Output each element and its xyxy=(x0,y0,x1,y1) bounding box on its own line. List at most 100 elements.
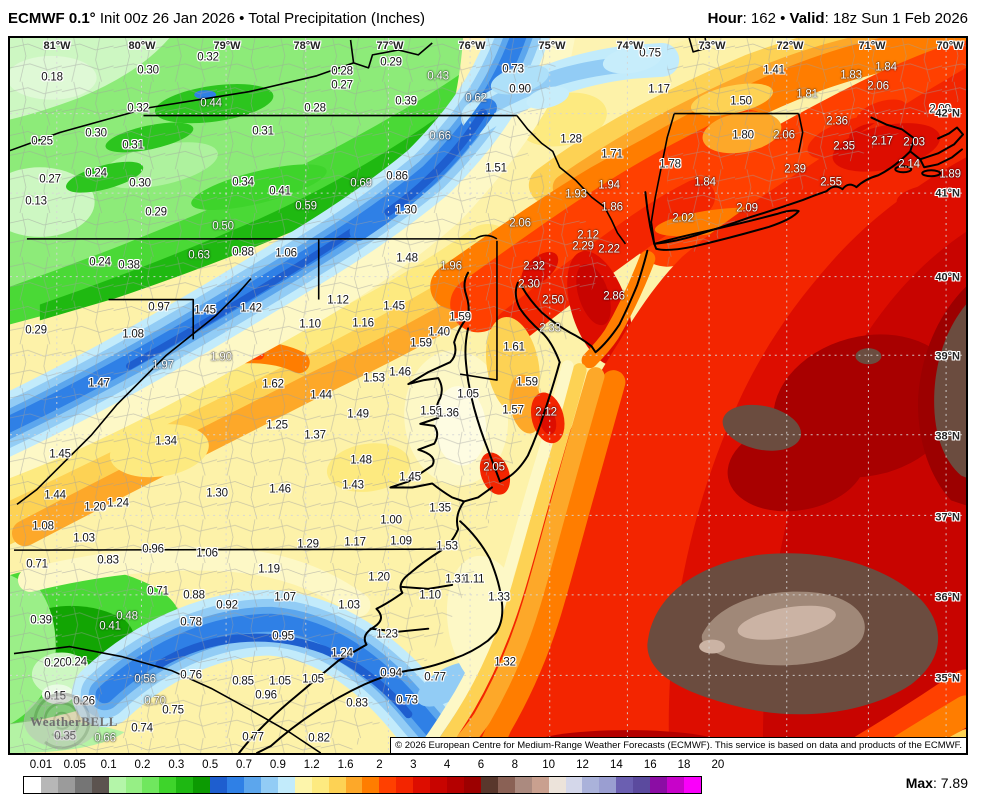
precip-value-label: 1.17 xyxy=(344,536,366,549)
precip-value-label: 0.78 xyxy=(180,616,202,629)
copyright-notice: © 2026 European Centre for Medium-Range … xyxy=(390,737,966,753)
precip-value-label: 0.35 xyxy=(54,730,76,743)
longitude-label: 72°W xyxy=(776,40,804,52)
precip-value-label: 0.96 xyxy=(142,543,164,556)
precip-value-label: 1.31 xyxy=(445,573,467,586)
precip-value-label: 1.53 xyxy=(436,540,458,553)
latitude-label: 39°N xyxy=(935,350,960,363)
legend-color-segment xyxy=(24,777,41,793)
legend-color-segment xyxy=(176,777,194,793)
precip-value-label: 0.15 xyxy=(44,690,66,703)
legend-color-segment xyxy=(91,777,109,793)
precip-value-label: 0.77 xyxy=(424,671,446,684)
precip-value-label: 1.30 xyxy=(206,487,228,500)
legend-color-segment xyxy=(243,777,261,793)
legend-color-segment xyxy=(667,777,684,793)
precip-value-label: 0.13 xyxy=(25,195,47,208)
precip-value-label: 1.40 xyxy=(428,326,450,339)
precip-value-label: 0.29 xyxy=(380,56,402,69)
precip-value-label: 1.08 xyxy=(32,520,54,533)
precip-value-label: 0.63 xyxy=(188,249,210,262)
valid-time: Hour: 162 • Valid: 18z Sun 1 Feb 2026 xyxy=(708,10,968,27)
legend-color-segment xyxy=(633,777,651,793)
precip-value-label: 1.05 xyxy=(269,675,291,688)
precip-value-label: 2.09 xyxy=(736,202,758,215)
precip-value-label: 1.25 xyxy=(266,419,288,432)
legend-color-segment xyxy=(463,777,481,793)
legend-color-segment xyxy=(548,777,566,793)
precip-value-label: 0.62 xyxy=(465,92,487,105)
precip-value-label: 0.73 xyxy=(502,63,524,76)
legend-color-segment xyxy=(108,777,126,793)
precip-value-label: 0.88 xyxy=(232,246,254,259)
precip-value-label: 2.17 xyxy=(871,135,893,148)
precip-value-label: 0.73 xyxy=(396,694,418,707)
precip-value-label: 1.32 xyxy=(494,656,516,669)
legend: 0.01 0.05 0.1 0.2 0.3 0.5 0.7 0.9 1.2 1.6 2 3 4 6 8 10 1… xyxy=(0,755,984,808)
legend-tick-label: 20 xyxy=(711,759,725,771)
precip-value-label: 1.36 xyxy=(437,407,459,420)
legend-color-segment xyxy=(328,777,346,793)
precip-value-label: 0.83 xyxy=(346,697,368,710)
legend-colorbar xyxy=(23,776,702,794)
state-borders xyxy=(10,38,804,753)
init-and-parameter: Init 00z 26 Jan 2026 • Total Precipitati… xyxy=(95,9,426,27)
precip-value-label: 0.29 xyxy=(145,206,167,219)
legend-color-segment xyxy=(447,777,464,793)
longitude-label: 78°W xyxy=(293,40,321,52)
precip-value-label: 0.27 xyxy=(331,79,353,92)
legend-color-segment xyxy=(193,777,211,793)
legend-tick-label: 0.3 xyxy=(168,759,185,771)
legend-tick-label: 16 xyxy=(643,759,657,771)
legend-color-segment xyxy=(210,777,228,793)
latitude-label: 36°N xyxy=(935,591,960,604)
header-bar: ECMWF 0.1° Init 00z 26 Jan 2026 • Total … xyxy=(8,0,968,36)
precip-value-label: 1.53 xyxy=(363,372,385,385)
precip-value-label: 0.86 xyxy=(386,170,408,183)
precip-value-label: 1.59 xyxy=(420,405,442,418)
precip-value-label: 0.39 xyxy=(395,95,417,108)
legend-tick-label: 0.9 xyxy=(269,759,286,771)
precip-value-label: 1.44 xyxy=(310,389,332,402)
precip-value-label: 1.11 xyxy=(463,573,485,586)
longitude-label: 71°W xyxy=(858,40,886,52)
legend-color-segment xyxy=(277,777,295,793)
precip-value-label: 2.36 xyxy=(826,115,848,128)
legend-color-segment xyxy=(650,777,668,793)
precip-value-label: 1.46 xyxy=(389,366,411,379)
precip-value-label: 1.03 xyxy=(73,532,95,545)
precip-value-label: 1.80 xyxy=(732,129,754,142)
latitude-label: 41°N xyxy=(935,187,960,200)
coastline xyxy=(238,116,965,753)
precip-value-label: 0.94 xyxy=(380,667,402,680)
precip-value-label: 0.71 xyxy=(26,558,48,571)
precip-value-label: 0.26 xyxy=(73,695,95,708)
precip-value-label: 2.02 xyxy=(672,212,694,225)
precip-value-label: 1.03 xyxy=(338,599,360,612)
legend-color-segment xyxy=(311,777,329,793)
legend-color-segment xyxy=(616,777,634,793)
precip-value-label: 0.38 xyxy=(118,259,140,272)
precip-value-label: 0.25 xyxy=(31,135,53,148)
county-lines xyxy=(10,38,966,753)
precip-value-label: 1.96 xyxy=(440,260,462,273)
precip-value-label: 1.45 xyxy=(383,300,405,313)
precip-value-label: 2.05 xyxy=(483,461,505,474)
precip-value-label: 0.95 xyxy=(272,630,294,643)
precip-value-label: 0.71 xyxy=(147,585,169,598)
map-title: ECMWF 0.1° Init 00z 26 Jan 2026 • Total … xyxy=(8,10,425,27)
precip-value-label: 0.43 xyxy=(427,70,449,83)
legend-color-segment xyxy=(40,777,58,793)
legend-color-segment xyxy=(57,777,75,793)
precip-value-label: 0.66 xyxy=(94,732,116,745)
precip-value-label: 0.76 xyxy=(180,669,202,682)
precip-value-label: 0.34 xyxy=(232,176,254,189)
precip-value-label: 1.47 xyxy=(88,377,110,390)
precip-value-label: 1.94 xyxy=(598,179,620,192)
precip-value-label: 1.46 xyxy=(269,483,291,496)
precip-value-label: 0.69 xyxy=(350,177,372,190)
precip-value-label: 1.06 xyxy=(275,247,297,260)
precip-value-label: 1.33 xyxy=(488,591,510,604)
legend-color-segment xyxy=(260,777,278,793)
